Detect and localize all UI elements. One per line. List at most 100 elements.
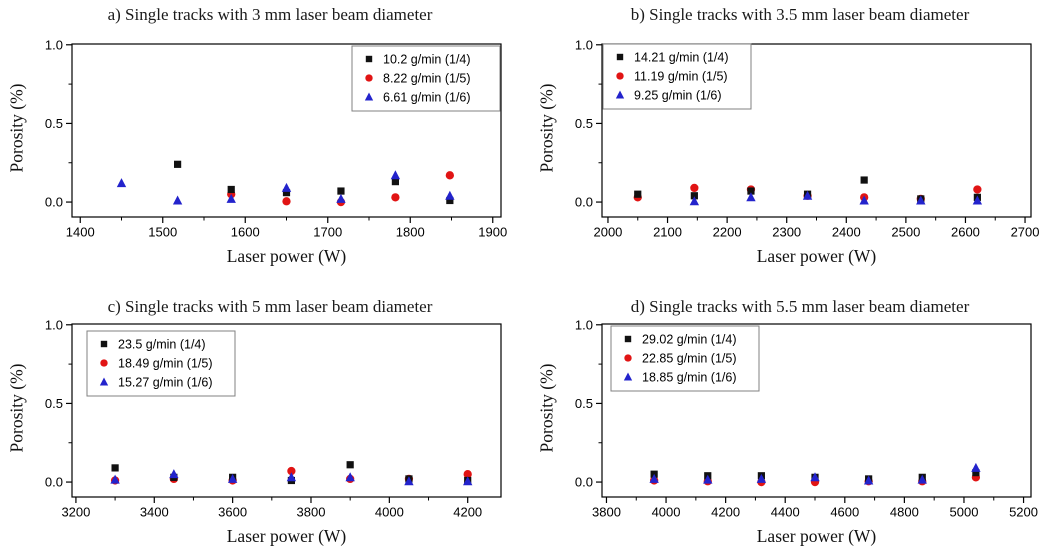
x-tick-label: 2300	[772, 225, 801, 240]
data-point-square	[972, 469, 980, 477]
chart-title-a: a) Single tracks with 3 mm laser beam di…	[107, 5, 433, 24]
data-point-square	[227, 185, 235, 194]
y-axis-label-d: Porosity (%)	[536, 363, 557, 453]
data-point-square	[346, 461, 354, 469]
legend-box	[602, 43, 752, 110]
data-point-triangle	[971, 462, 981, 472]
x-tick-label: 3400	[140, 505, 169, 520]
legend-marker-square	[365, 55, 373, 63]
legend-label: 22.85 g/min (1/5)	[642, 352, 737, 366]
x-tick-label: 1900	[478, 225, 507, 240]
legend-marker-square	[624, 335, 632, 343]
x-tick-label: 1400	[66, 225, 95, 240]
data-point-triangle	[390, 170, 401, 180]
legend-box	[351, 45, 501, 112]
data-point-triangle	[169, 469, 179, 479]
legend-label: 29.02 g/min (1/4)	[642, 333, 737, 347]
x-axis-label-a: Laser power (W)	[226, 246, 347, 266]
x-tick-label: 2200	[713, 225, 742, 240]
x-tick-label: 4200	[711, 505, 740, 520]
y-tick-label: 0.5	[575, 396, 593, 411]
data-point-triangle	[445, 190, 455, 200]
data-point-triangle	[859, 195, 869, 205]
data-point-square	[860, 176, 868, 184]
x-tick-label: 2400	[832, 225, 861, 240]
data-point-square	[690, 192, 698, 200]
x-tick-label: 2500	[891, 225, 920, 240]
plot-frame	[601, 323, 1032, 498]
data-point-square	[111, 464, 119, 472]
data-point-triangle	[972, 195, 983, 205]
legend-label: 8.22 g/min (1/5)	[383, 72, 471, 86]
scatter-plot-d: 3800 4000 4200 4400 4600 4800 5000 5200 0.0 0.5 1.…	[575, 317, 1038, 520]
y-tick-label: 1.0	[575, 317, 593, 332]
y-axis-label-c: Porosity (%)	[6, 363, 27, 453]
y-axis-label-b: Porosity (%)	[536, 83, 557, 173]
panel-d: 3800 4000 4200 4400 4600 4800 5000 5200 0.0 0.5 1.…	[530, 280, 1059, 559]
x-tick-label: 5200	[1009, 505, 1038, 520]
x-tick-label: 2000	[593, 225, 622, 240]
x-tick-label: 1500	[148, 225, 177, 240]
x-axis-label-d: Laser power (W)	[756, 526, 877, 546]
data-point-triangle	[649, 473, 659, 483]
legend-label: 18.49 g/min (1/5)	[118, 357, 213, 371]
data-point-triangle	[689, 196, 700, 206]
legend-label: 14.21 g/min (1/4)	[634, 51, 729, 65]
legend-label: 15.27 g/min (1/6)	[118, 376, 213, 390]
x-tick-label: 2700	[1011, 225, 1040, 240]
data-point-triangle	[746, 192, 756, 202]
legend-marker-circle	[365, 74, 373, 82]
data-point-square	[282, 189, 291, 197]
data-point-triangle	[281, 182, 292, 192]
chart-title-b: b) Single tracks with 3.5 mm laser beam …	[630, 5, 970, 24]
x-axis-label-c: Laser power (W)	[226, 526, 347, 546]
legend-marker-triangle	[615, 90, 625, 99]
data-point-square	[391, 178, 399, 186]
data-point-circle	[287, 466, 296, 476]
data-point-triangle	[345, 472, 355, 482]
chart-title-c: c) Single tracks with 5 mm laser beam di…	[107, 297, 433, 316]
data-point-circle	[690, 183, 699, 193]
x-tick-label: 4600	[830, 505, 859, 520]
legend-marker-triangle	[364, 92, 374, 101]
data-point-triangle	[286, 472, 297, 482]
legend-label: 6.61 g/min (1/6)	[383, 91, 471, 105]
data-point-triangle	[802, 190, 813, 200]
data-point-triangle	[110, 474, 120, 484]
legend-marker-triangle	[623, 372, 633, 381]
data-point-circle	[391, 193, 400, 202]
legend-box	[610, 325, 760, 392]
x-tick-label: 4400	[771, 505, 800, 520]
x-tick-label: 4200	[453, 505, 482, 520]
data-point-square	[634, 190, 642, 198]
x-tick-label: 5000	[950, 505, 979, 520]
x-tick-label: 2100	[653, 225, 682, 240]
x-tick-label: 3200	[61, 505, 90, 520]
y-tick-label: 0.0	[45, 195, 63, 210]
legend-label: 11.19 g/min (1/5)	[634, 70, 728, 84]
data-point-circle	[445, 171, 454, 180]
data-point-square	[174, 160, 182, 168]
data-point-triangle	[463, 476, 473, 486]
data-point-triangle	[916, 195, 926, 205]
x-tick-label: 3800	[592, 505, 621, 520]
x-tick-label: 2600	[951, 225, 980, 240]
legend-marker-square	[100, 340, 108, 348]
x-axis-label-b: Laser power (W)	[756, 246, 877, 266]
x-tick-label: 1700	[313, 225, 342, 240]
y-tick-label: 0.0	[575, 475, 593, 490]
data-point-triangle	[917, 474, 927, 484]
legend-marker-square	[616, 53, 624, 61]
data-point-triangle	[810, 472, 820, 482]
y-tick-label: 1.0	[45, 317, 63, 332]
scatter-plot-b: 2000 2100 2200 2300 2400 2500 2600 2700 0.0 0.5 1.…	[575, 37, 1040, 240]
data-point-triangle	[863, 475, 874, 485]
data-point-triangle	[404, 476, 414, 486]
data-point-circle	[973, 185, 982, 194]
data-point-circle	[463, 470, 472, 479]
legend-marker-circle	[616, 72, 624, 80]
panel-a: 1400 1500 1600 1700 1800 1900 0.0 0.5 1.0 10.2 g/…	[0, 0, 530, 280]
data-point-triangle	[116, 178, 127, 188]
x-tick-label: 4000	[375, 505, 404, 520]
